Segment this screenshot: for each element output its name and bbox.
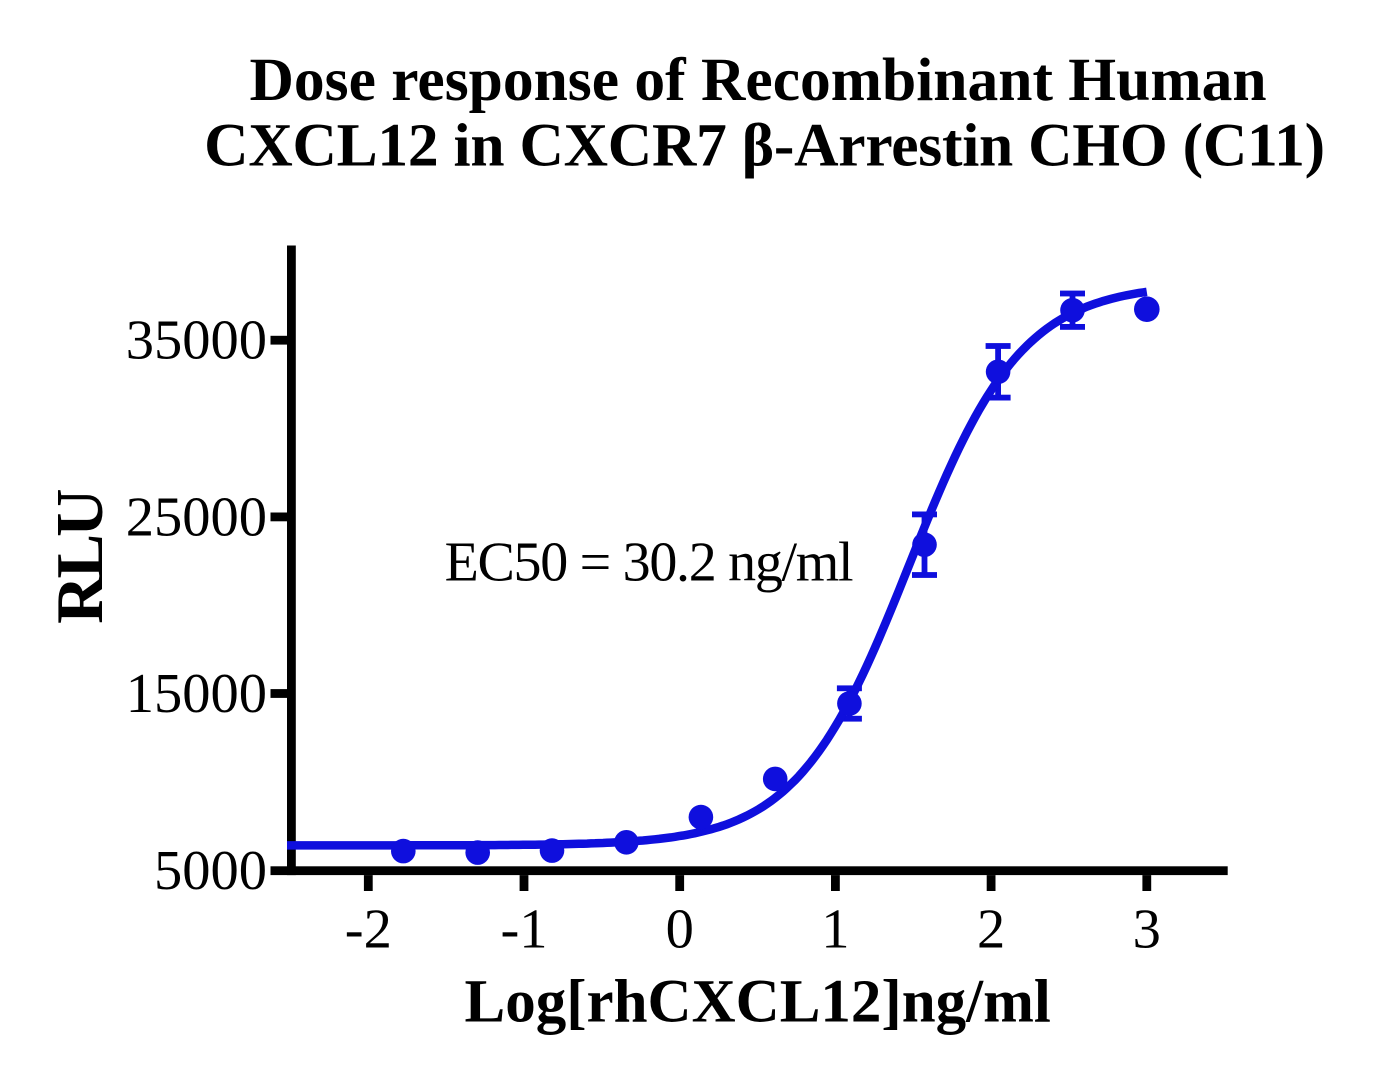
svg-text:25000: 25000 [126,486,267,548]
svg-text:-2: -2 [345,899,392,961]
svg-text:15000: 15000 [126,663,267,725]
svg-text:0: 0 [666,899,694,961]
svg-text:Dose response of Recombinant H: Dose response of Recombinant Human [249,46,1266,114]
svg-text:1: 1 [821,899,849,961]
svg-text:EC50 = 30.2 ng/ml: EC50 = 30.2 ng/ml [445,531,853,593]
svg-text:3: 3 [1133,899,1161,961]
svg-text:5000: 5000 [154,840,267,902]
svg-text:CXCL12 in CXCR7 β-Arrestin CHO: CXCL12 in CXCR7 β-Arrestin CHO (C11) [204,112,1325,180]
svg-text:Log[rhCXCL12]ng/ml: Log[rhCXCL12]ng/ml [465,969,1051,1036]
svg-text:RLU: RLU [43,490,117,624]
svg-text:-1: -1 [500,899,547,961]
svg-text:35000: 35000 [126,310,267,372]
svg-text:2: 2 [977,899,1005,961]
